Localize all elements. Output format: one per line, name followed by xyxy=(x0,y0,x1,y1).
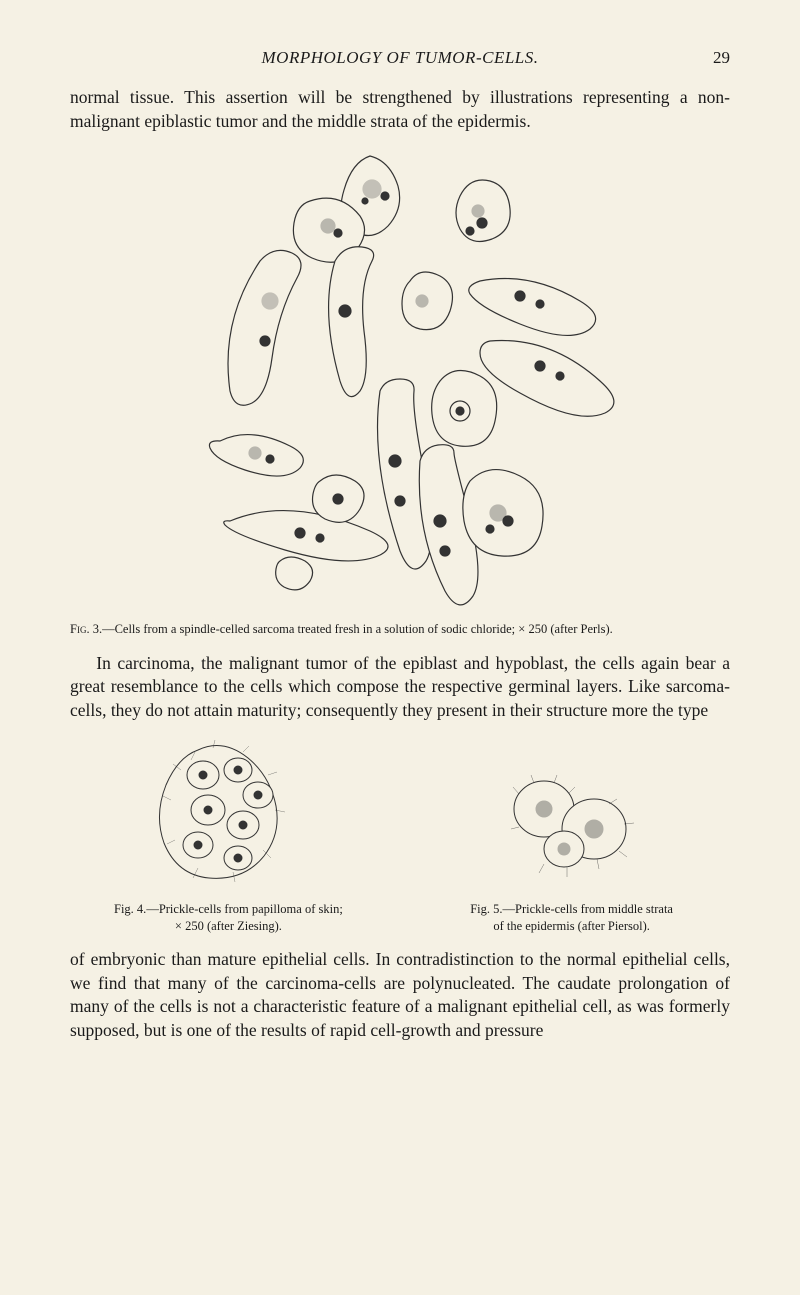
figure-4-illustration xyxy=(143,730,313,895)
figure-4-caption: Fig. 4.—Prickle-cells from papilloma of … xyxy=(70,901,387,934)
figure-4-caption-sub: × 250 (after Ziesing). xyxy=(175,919,282,933)
paragraph-3: of embryonic than mature epithelial cell… xyxy=(70,948,730,1043)
figure-5-illustration xyxy=(489,759,654,879)
paragraph-2: In carcinoma, the malignant tumor of the… xyxy=(70,652,730,723)
figure-5-caption-label: Fig. 5. xyxy=(470,902,502,916)
figure-3-caption: Fig. 3.—Cells from a spindle-celled sarc… xyxy=(70,621,730,637)
running-head: MORPHOLOGY OF TUMOR-CELLS. xyxy=(100,48,700,68)
figure-5-caption-sub: of the epidermis (after Piersol). xyxy=(493,919,650,933)
figure-3 xyxy=(70,141,730,611)
figure-3-caption-text: —Cells from a spindle-celled sarcoma tre… xyxy=(102,622,613,636)
page-number: 29 xyxy=(700,48,730,68)
figure-4-caption-text: —Prickle-cells from papilloma of skin; xyxy=(146,902,342,916)
figure-row: Fig. 4.—Prickle-cells from papilloma of … xyxy=(70,730,730,934)
paragraph-1: normal tissue. This assertion will be st… xyxy=(70,86,730,133)
figure-3-illustration xyxy=(160,141,640,611)
figure-3-caption-label: Fig. 3. xyxy=(70,622,102,636)
figure-5-caption-text: —Prickle-cells from middle strata xyxy=(503,902,673,916)
figure-4: Fig. 4.—Prickle-cells from papilloma of … xyxy=(70,730,387,934)
figure-5: Fig. 5.—Prickle-cells from middle strata… xyxy=(413,759,730,934)
page-header: MORPHOLOGY OF TUMOR-CELLS. 29 xyxy=(70,48,730,68)
page: MORPHOLOGY OF TUMOR-CELLS. 29 normal tis… xyxy=(0,0,800,1295)
figure-4-caption-label: Fig. 4. xyxy=(114,902,146,916)
figure-5-caption: Fig. 5.—Prickle-cells from middle strata… xyxy=(413,901,730,934)
